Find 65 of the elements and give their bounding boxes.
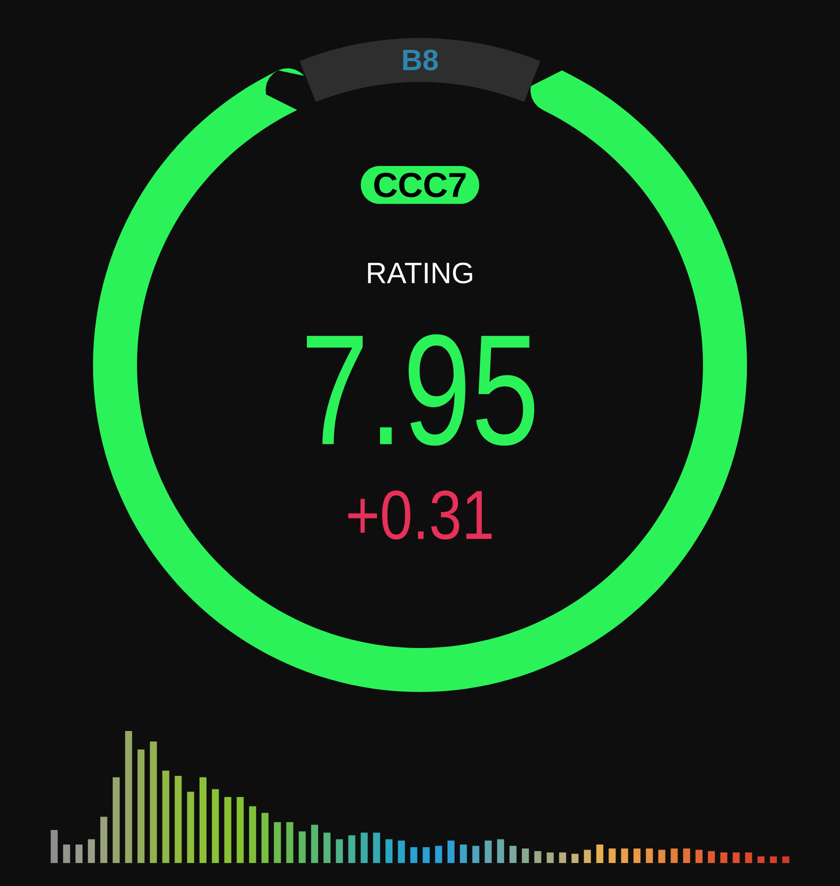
bar <box>76 844 82 863</box>
bar <box>634 848 640 863</box>
text: CCC7 <box>374 172 466 198</box>
bar <box>621 848 628 863</box>
bar <box>696 850 702 863</box>
bar <box>572 854 578 863</box>
bar <box>112 777 120 863</box>
bar <box>460 844 467 863</box>
bar <box>212 789 219 863</box>
bar <box>410 847 418 863</box>
bar <box>224 797 232 863</box>
bar <box>757 856 764 863</box>
bar <box>373 832 380 863</box>
bar <box>360 832 368 863</box>
bar <box>510 846 516 863</box>
bar <box>522 848 529 863</box>
bar <box>348 835 356 863</box>
bar <box>497 839 504 863</box>
bar <box>782 856 790 863</box>
bar <box>162 770 170 863</box>
bar <box>187 792 194 863</box>
bar <box>236 797 244 863</box>
bar <box>249 806 256 863</box>
bar <box>50 830 58 863</box>
bar <box>422 847 430 863</box>
bar <box>448 840 455 863</box>
bar <box>174 776 182 863</box>
bar <box>286 822 294 863</box>
slice-label: B8 <box>403 50 438 70</box>
bar <box>559 852 566 863</box>
bar <box>584 850 591 863</box>
text: 7.95 <box>306 334 534 446</box>
bar <box>732 852 740 863</box>
bar <box>770 856 777 863</box>
bar <box>138 749 145 863</box>
bar <box>386 839 392 863</box>
bar <box>274 822 281 863</box>
bar <box>100 816 108 863</box>
bar <box>646 848 653 863</box>
bar <box>708 851 715 863</box>
bar <box>324 832 330 863</box>
bar <box>683 848 690 863</box>
bar <box>720 852 728 863</box>
bar <box>435 846 442 863</box>
bar <box>298 831 306 863</box>
text: RATING <box>368 262 472 284</box>
bar <box>608 848 616 863</box>
bar <box>484 840 492 863</box>
bar <box>658 850 666 863</box>
bar <box>546 852 554 863</box>
bar <box>88 839 95 863</box>
bar <box>200 777 206 863</box>
text: +0.31 <box>348 490 492 540</box>
bar <box>125 731 132 863</box>
bar <box>262 812 268 863</box>
bar <box>745 852 752 863</box>
bar <box>150 742 157 863</box>
bar <box>472 846 480 863</box>
bar <box>63 844 70 863</box>
bar <box>311 824 318 863</box>
bar <box>596 844 604 863</box>
bar <box>534 851 542 863</box>
bar <box>670 848 678 863</box>
bar <box>398 840 405 863</box>
bar <box>336 839 343 863</box>
